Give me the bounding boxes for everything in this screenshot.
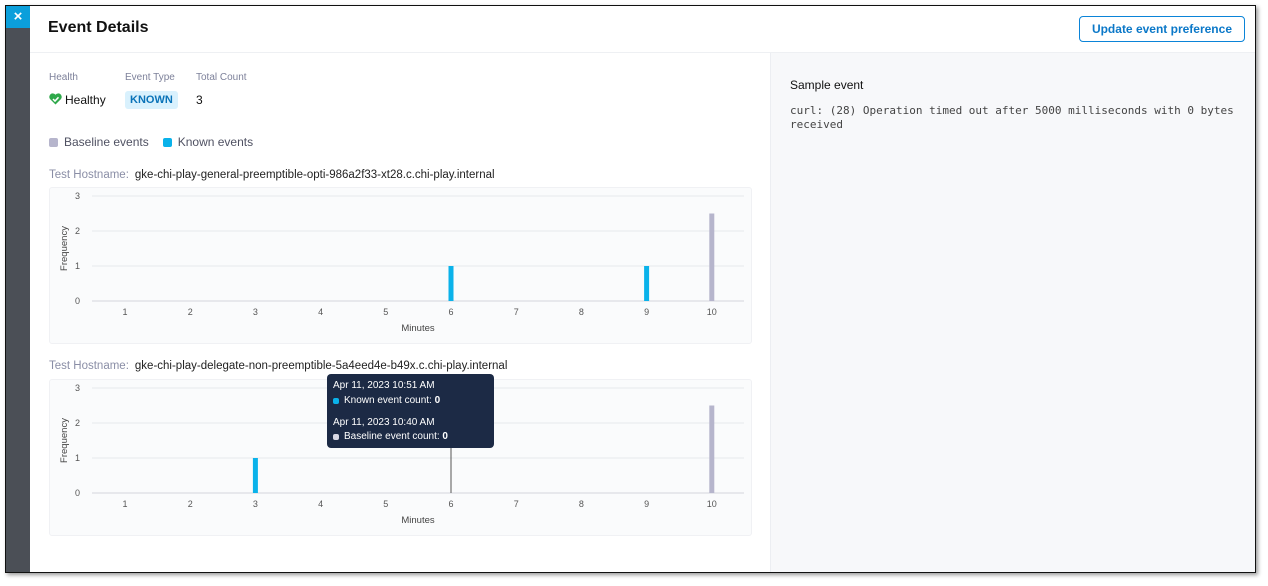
x-tick-label: 2: [188, 499, 193, 509]
baseline-swatch: [49, 138, 58, 147]
frequency-chart-1: 0 1 2 3 Frequency 1 2 3 4 5 6 7 8 9 10 Minutes: [49, 187, 752, 344]
chart-legend: Baseline events Known events: [49, 135, 253, 149]
total-count-value: 3: [196, 93, 203, 107]
close-button[interactable]: ×: [6, 6, 30, 28]
x-tick-label: 10: [707, 499, 717, 509]
baseline-bar: [709, 213, 715, 301]
legend-baseline-label: Baseline events: [64, 135, 149, 149]
sample-event-title: Sample event: [790, 78, 864, 92]
close-icon: ×: [13, 8, 23, 25]
x-tick-label: 6: [448, 499, 453, 509]
charts-section: Health Event Type Total Count Healthy KN…: [30, 53, 770, 572]
health-label: Health: [49, 72, 78, 83]
health-value: Healthy: [49, 93, 106, 107]
tooltip-known-time: Apr 11, 2023 10:51 AM: [333, 380, 435, 391]
tooltip-known-row: Known event count: 0: [333, 395, 440, 406]
y-axis-label: Frequency: [59, 418, 70, 463]
chart-tooltip: Apr 11, 2023 10:51 AM Known event count:…: [327, 374, 494, 448]
x-tick-label: 5: [383, 499, 388, 509]
sample-event-body: curl: (28) Operation timed out after 500…: [790, 104, 1234, 131]
x-tick-label: 9: [644, 499, 649, 509]
known-bar: [252, 458, 258, 493]
x-tick-label: 7: [514, 307, 519, 317]
y-tick-label: 1: [75, 261, 80, 271]
hostname-value: gke-chi-play-delegate-non-preemptible-5a…: [134, 360, 508, 372]
x-tick-label: 3: [253, 499, 258, 509]
tooltip-baseline-time: Apr 11, 2023 10:40 AM: [333, 417, 435, 428]
hostname-label: Test Hostname:: [49, 169, 129, 181]
y-tick-label: 2: [75, 226, 80, 236]
update-event-preference-button[interactable]: Update event preference: [1078, 16, 1245, 42]
tooltip-baseline-row: Baseline event count: 0: [333, 431, 448, 442]
event-type-label: Event Type: [125, 72, 175, 83]
known-bar: [644, 266, 650, 301]
legend-baseline: Baseline events: [49, 135, 149, 149]
known-bar: [448, 266, 454, 301]
tooltip-baseline-label: Baseline event count:: [344, 431, 440, 442]
page-title: Event Details: [48, 19, 149, 36]
tooltip-baseline-value: 0: [442, 431, 448, 442]
known-swatch: [333, 398, 339, 404]
x-tick-label: 9: [644, 307, 649, 317]
x-tick-label: 3: [253, 307, 258, 317]
y-tick-label: 3: [75, 191, 80, 201]
x-axis-label: Minutes: [401, 515, 435, 526]
baseline-swatch: [333, 434, 339, 440]
hostname-value: gke-chi-play-general-preemptible-opti-98…: [134, 169, 495, 181]
hostname-1: Test Hostname: gke-chi-play-general-preem…: [49, 169, 495, 181]
x-tick-label: 8: [579, 499, 584, 509]
x-tick-label: 5: [383, 307, 388, 317]
x-axis-label: Minutes: [401, 323, 435, 334]
x-tick-label: 1: [122, 307, 127, 317]
x-tick-label: 1: [122, 499, 127, 509]
y-tick-label: 0: [75, 296, 80, 306]
hostname-2: Test Hostname: gke-chi-play-delegate-non-…: [49, 360, 507, 372]
y-tick-label: 0: [75, 488, 80, 498]
event-type-badge: KNOWN: [125, 91, 178, 109]
y-tick-label: 3: [75, 383, 80, 393]
event-details-window: × Event Details Update event preference …: [5, 5, 1256, 573]
background-page: [6, 6, 30, 572]
x-tick-label: 10: [707, 307, 717, 317]
hostname-label: Test Hostname:: [49, 360, 129, 372]
baseline-bar: [709, 405, 715, 493]
x-tick-label: 4: [318, 307, 323, 317]
legend-known: Known events: [162, 135, 254, 149]
total-count-label: Total Count: [196, 72, 247, 83]
chart-svg-1: 0 1 2 3 Frequency 1 2 3 4 5 6 7 8 9 10 Minutes: [59, 191, 744, 334]
header: Event Details Update event preference: [30, 6, 1255, 53]
x-tick-label: 8: [579, 307, 584, 317]
y-axis-label: Frequency: [59, 226, 70, 271]
heart-check-icon: [49, 93, 62, 105]
x-tick-label: 4: [318, 499, 323, 509]
event-type-value: KNOWN: [125, 91, 178, 109]
y-tick-label: 1: [75, 453, 80, 463]
x-tick-label: 7: [514, 499, 519, 509]
x-tick-label: 2: [188, 307, 193, 317]
known-swatch: [162, 138, 172, 147]
y-tick-label: 2: [75, 418, 80, 428]
tooltip-known-label: Known event count:: [344, 395, 432, 406]
event-details-panel: Event Details Update event preference He…: [30, 6, 1255, 572]
tooltip-known-value: 0: [434, 395, 441, 406]
legend-known-label: Known events: [177, 135, 254, 149]
sample-event-panel: Sample event curl: (28) Operation timed …: [770, 53, 1255, 572]
x-tick-label: 6: [448, 307, 453, 317]
health-text: Healthy: [65, 93, 106, 107]
